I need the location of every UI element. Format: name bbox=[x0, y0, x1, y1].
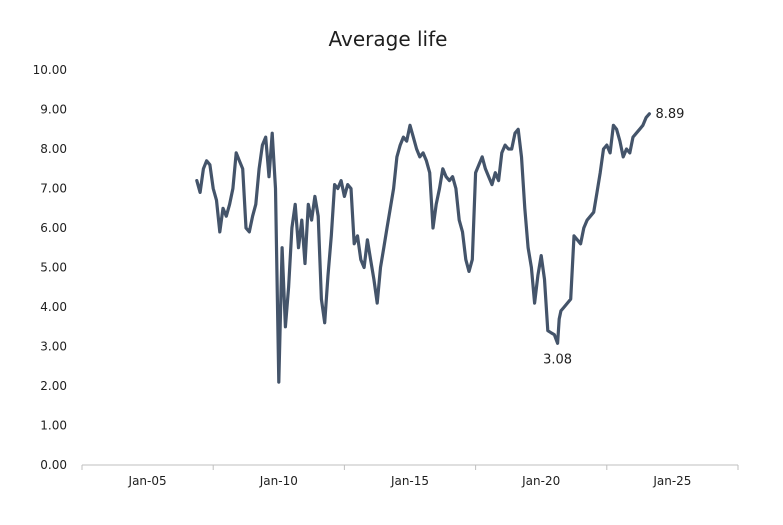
y-tick-label: 0.00 bbox=[40, 458, 67, 472]
data-label: 3.08 bbox=[543, 352, 572, 367]
x-tick-label: Jan-05 bbox=[128, 474, 167, 488]
y-tick-label: 9.00 bbox=[40, 103, 67, 117]
x-tick-label: Jan-20 bbox=[521, 474, 560, 488]
x-tick-label: Jan-25 bbox=[652, 474, 691, 488]
y-tick-label: 7.00 bbox=[40, 182, 67, 196]
y-tick-label: 8.00 bbox=[40, 142, 67, 156]
y-axis: 0.00 1.00 2.00 3.00 4.00 5.00 6.00 7.00 8.00 9.00… bbox=[33, 63, 67, 472]
y-tick-label: 1.00 bbox=[40, 419, 67, 433]
y-tick-label: 4.00 bbox=[40, 300, 67, 314]
series-layer bbox=[195, 112, 651, 384]
annotation-layer: 3.08 8.89 bbox=[543, 107, 684, 367]
chart-title: Average life bbox=[329, 27, 448, 51]
y-tick-label: 2.00 bbox=[40, 379, 67, 393]
y-tick-label: 6.00 bbox=[40, 221, 67, 235]
series-line bbox=[195, 112, 651, 384]
x-tick-label: Jan-15 bbox=[390, 474, 429, 488]
data-label: 8.89 bbox=[655, 107, 684, 122]
x-axis: Jan-05 Jan-10 Jan-15 Jan-20 Jan-25 bbox=[81, 464, 739, 488]
y-tick-label: 5.00 bbox=[40, 261, 67, 275]
y-tick-label: 3.00 bbox=[40, 340, 67, 354]
x-tick-label: Jan-10 bbox=[259, 474, 298, 488]
y-tick-label: 10.00 bbox=[33, 63, 67, 77]
